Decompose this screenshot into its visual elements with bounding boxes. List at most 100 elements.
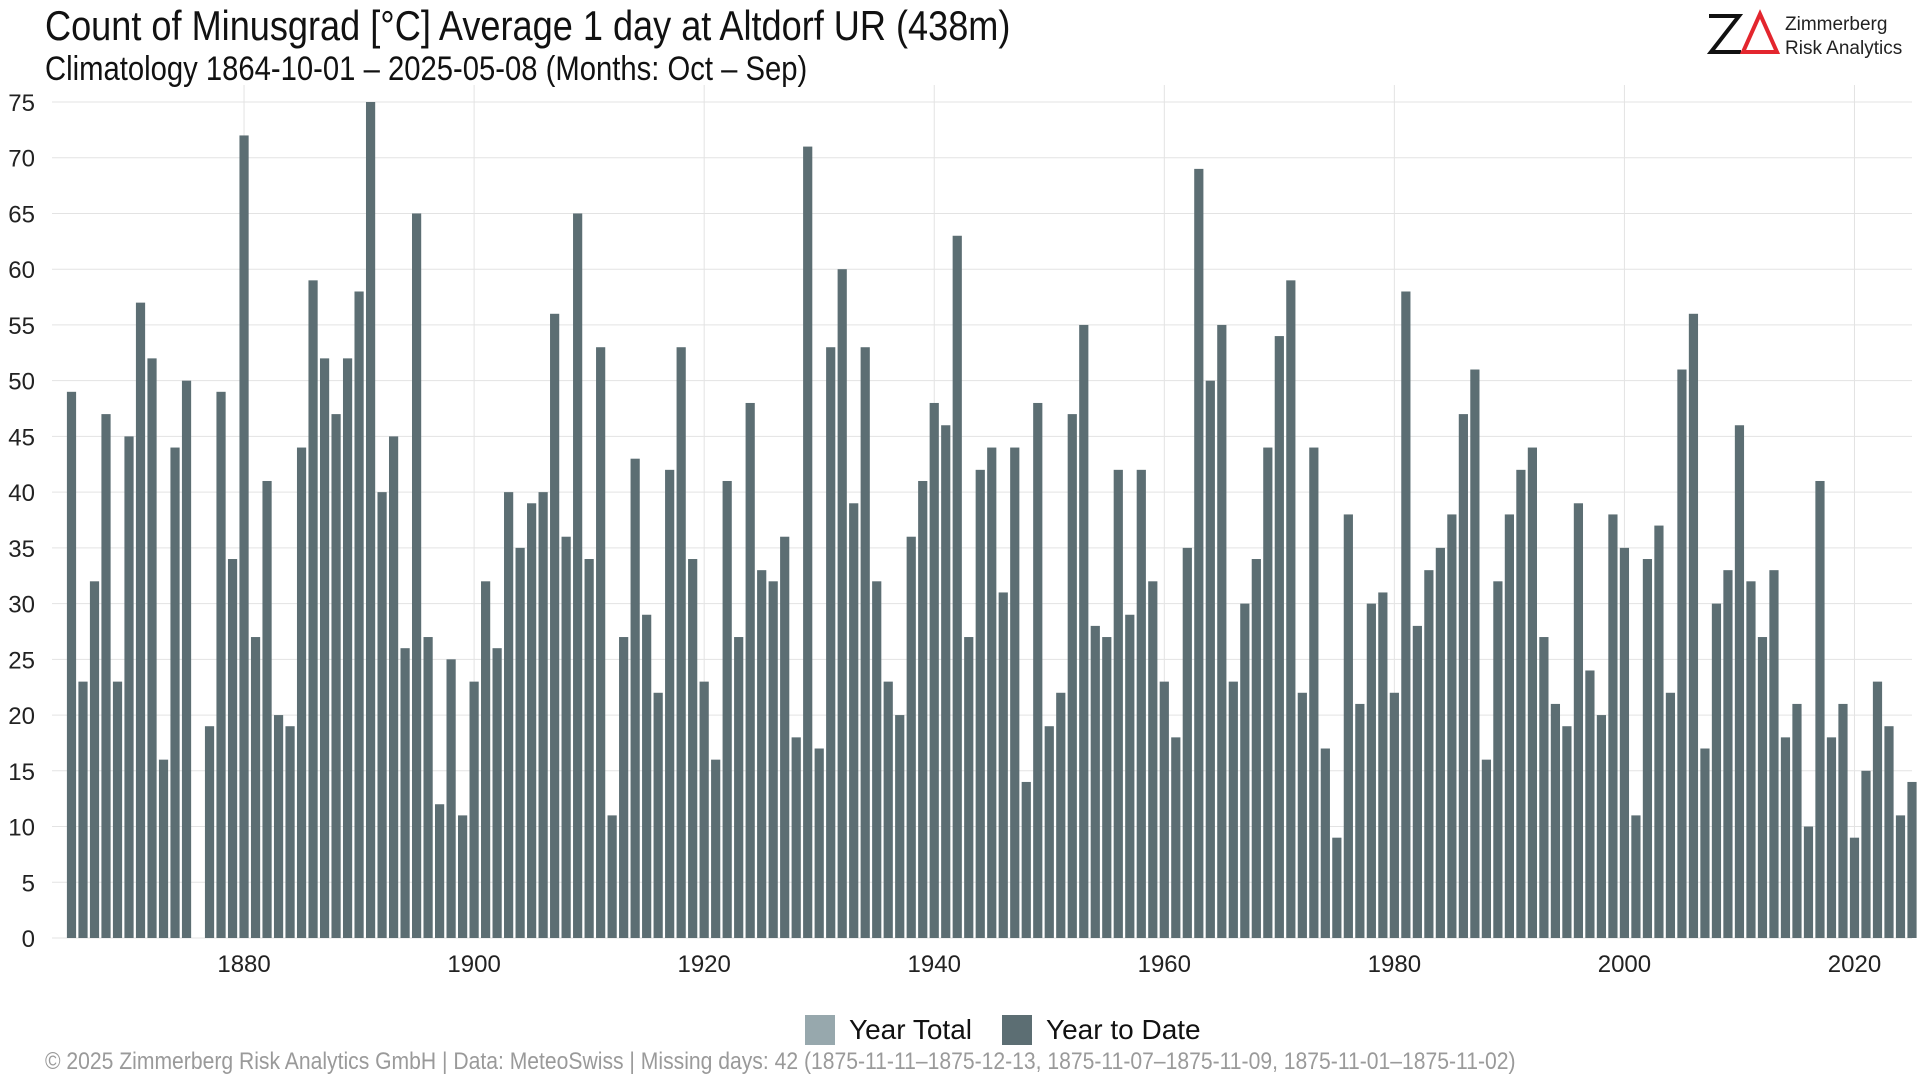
- bar: [1907, 781, 1917, 938]
- bar: [285, 726, 295, 938]
- bar: [584, 559, 594, 938]
- legend-label-year-to-date: Year to Date: [1046, 1014, 1201, 1045]
- y-tick-label: 30: [8, 592, 35, 619]
- legend-swatch-year-to-date: [1002, 1015, 1032, 1045]
- bar: [1205, 380, 1215, 939]
- bar: [1056, 692, 1066, 938]
- bar: [1815, 480, 1825, 938]
- bar: [216, 391, 226, 938]
- bar: [561, 536, 571, 938]
- bar: [1631, 815, 1641, 938]
- legend-item-year-total: Year Total: [805, 1014, 972, 1046]
- bar: [1067, 414, 1077, 938]
- bar: [1355, 703, 1365, 938]
- bar: [158, 759, 169, 938]
- bar: [1861, 770, 1871, 938]
- footer-credits: © 2025 Zimmerberg Risk Analytics GmbH | …: [45, 1048, 1516, 1075]
- bar: [1343, 514, 1353, 938]
- bar: [1608, 514, 1618, 938]
- bar: [872, 581, 882, 938]
- bar: [1826, 737, 1837, 938]
- bar: [296, 447, 307, 938]
- bar: [481, 581, 491, 938]
- bar: [1090, 625, 1100, 938]
- bar: [964, 637, 974, 938]
- bar: [1297, 692, 1307, 938]
- x-tick-label: 1960: [1138, 951, 1191, 978]
- bar: [1378, 592, 1388, 938]
- y-tick-label: 20: [8, 703, 35, 730]
- y-tick-label: 60: [8, 257, 35, 284]
- bar: [1021, 781, 1031, 938]
- bar: [826, 347, 836, 938]
- bar: [619, 637, 629, 938]
- bar: [135, 302, 146, 938]
- y-axis: 0 5 10 15 20 25 30 35 40 45 50 55 60 65 70 75: [8, 90, 35, 953]
- bar: [239, 135, 249, 938]
- bar: [642, 614, 652, 938]
- x-axis: 1880 1900 1920 1940 1960 1980 2000 2020: [217, 951, 1881, 978]
- bar: [89, 581, 100, 938]
- y-tick-label: 25: [8, 647, 35, 674]
- bar: [331, 414, 341, 938]
- bar: [711, 759, 721, 938]
- bar: [1849, 837, 1860, 938]
- company-logo: Zimmerberg Risk Analytics: [1705, 8, 1905, 68]
- y-tick-label: 75: [8, 90, 35, 117]
- y-tick-label: 65: [8, 201, 35, 228]
- bar: [1286, 280, 1296, 938]
- bar: [929, 402, 939, 939]
- bar: [1642, 559, 1653, 938]
- bar: [1654, 525, 1664, 938]
- bar: [998, 592, 1008, 938]
- bar: [1596, 715, 1607, 938]
- x-tick-label: 1900: [447, 951, 500, 978]
- bar: [1194, 168, 1204, 938]
- bar: [527, 503, 537, 938]
- logo-mark-icon: [1706, 9, 1781, 54]
- bar: [550, 313, 560, 938]
- x-tick-label: 1880: [217, 951, 270, 978]
- bar: [1136, 469, 1146, 938]
- bar: [1251, 559, 1261, 938]
- bar: [1757, 637, 1768, 938]
- bar: [411, 213, 422, 938]
- bar: [1700, 748, 1710, 938]
- bar: [814, 748, 824, 938]
- bar: [837, 269, 847, 938]
- bar: [1550, 703, 1561, 938]
- bar: [1481, 759, 1491, 938]
- bar: [1263, 447, 1273, 938]
- bar: [1044, 726, 1054, 938]
- bar: [596, 347, 606, 938]
- bar: [1734, 425, 1745, 939]
- bar: [952, 235, 962, 938]
- bar: [906, 536, 916, 938]
- bar: [1803, 826, 1814, 938]
- bar: [1769, 570, 1779, 938]
- chart-title: Count of Minusgrad [°C] Average 1 day at…: [45, 2, 1011, 49]
- bar: [538, 492, 548, 938]
- bar: [250, 637, 261, 938]
- bar: [1320, 748, 1330, 938]
- bar: [1389, 692, 1399, 938]
- bar: [768, 581, 778, 938]
- bar: [1458, 414, 1468, 938]
- bar: [1274, 336, 1284, 938]
- y-tick-label: 10: [8, 815, 35, 842]
- bar: [423, 637, 433, 938]
- y-tick-label: 45: [8, 424, 35, 451]
- bar: [1746, 581, 1756, 938]
- bar: [469, 681, 479, 938]
- legend-item-year-to-date: Year to Date: [1002, 1014, 1201, 1046]
- bar: [665, 469, 675, 938]
- bar: [435, 804, 445, 938]
- bar: [573, 213, 583, 938]
- logo-text-line1: Zimmerberg: [1785, 14, 1888, 35]
- bar: [170, 447, 180, 938]
- bar: [895, 715, 905, 938]
- bar: [446, 659, 456, 938]
- y-tick-label: 5: [22, 870, 35, 897]
- y-tick-label: 70: [8, 146, 35, 173]
